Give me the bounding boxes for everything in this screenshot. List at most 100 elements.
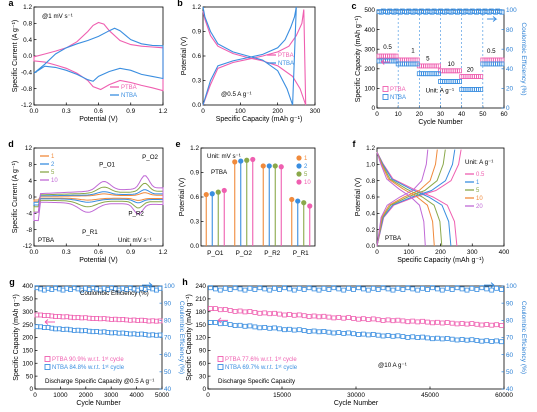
y-tick-label: 8 — [28, 162, 32, 169]
data-point-ptba — [291, 312, 297, 318]
data-point-ntba — [277, 326, 282, 332]
y-tick-label: 200 — [364, 66, 375, 73]
x-tick-label: 0 — [375, 111, 379, 118]
y2-tick-label: 80 — [506, 318, 514, 325]
arrow-right-icon — [142, 282, 153, 289]
y-tick-label: 0 — [28, 194, 32, 201]
footer-label: Discharge Specific Capacity — [218, 378, 296, 385]
y2-tick-label: 100 — [164, 283, 175, 290]
y-tick-label: 1.2 — [190, 145, 199, 152]
x-tick-label: 0 — [33, 392, 37, 399]
y-tick-label: 400 — [22, 283, 33, 290]
rate-label: 20 — [467, 67, 474, 74]
rate-label: @10 A g⁻¹ — [378, 362, 407, 369]
ce-point — [484, 286, 490, 292]
ce-point — [306, 285, 312, 291]
x-axis-label: Potential (V) — [79, 257, 118, 264]
y-tick-label: -12 — [23, 243, 33, 250]
legend-label: PTBA — [278, 53, 294, 59]
rate-label: 1 — [411, 48, 415, 55]
y-tick-label: 100 — [22, 360, 33, 367]
data-point-ntba — [439, 336, 445, 342]
ce-point — [267, 287, 273, 293]
data-point-ntba — [479, 338, 485, 344]
x-tick-label: 40 — [458, 111, 466, 118]
data-point-ntba — [208, 319, 213, 325]
bar-head — [272, 163, 278, 169]
category-label: P_R1 — [293, 250, 309, 257]
y-tick-label: 0.0 — [192, 102, 201, 109]
plot-frame — [202, 6, 316, 106]
peak-label: P_R2 — [128, 210, 144, 217]
ce-point — [291, 287, 297, 293]
panel-letter: d — [8, 139, 14, 149]
y-tick-label: 0.4 — [23, 37, 32, 44]
data-point-ntba — [296, 327, 302, 333]
data-point-ptba — [242, 309, 248, 315]
panel-letter: b — [177, 0, 183, 8]
x-tick-label: 0.3 — [62, 249, 71, 256]
data-point-ntba — [489, 338, 495, 344]
unit-label: Unit: A g⁻¹ — [426, 87, 454, 94]
y2-axis-label: Coulombic Efficiency (%) — [520, 301, 527, 374]
data-point-ptba — [331, 315, 337, 321]
ce-point — [257, 285, 263, 291]
data-point-ntba — [331, 330, 337, 336]
unit-label: Unit: mV s⁻¹ — [207, 153, 241, 160]
data-point-ptba — [469, 321, 475, 327]
data-point-ptba — [420, 318, 426, 324]
data-point-ptba — [484, 322, 490, 327]
data-point-ntba — [454, 337, 460, 343]
unit-label: Unit: mV s⁻¹ — [118, 237, 152, 244]
rate-label: 10 — [448, 61, 455, 68]
data-point-ntba — [434, 335, 440, 341]
data-point-ptba — [479, 322, 485, 328]
series-line-10 — [33, 175, 164, 222]
data-point-ntba — [385, 333, 391, 338]
panel-c: 0 10 20 30 40 50 60010020030040050002040608010… — [351, 1, 527, 126]
y-tick-label: 0.0 — [23, 53, 32, 60]
rate-label: 0.5 — [383, 44, 392, 51]
data-point-ntba — [267, 325, 273, 331]
data-point-ntba — [414, 61, 420, 67]
panel-h: 0 15000 30000 45000 60000 0 30 60 90 120 150 180 210… — [182, 277, 527, 407]
data-point-ntba — [341, 330, 347, 336]
data-point-ptba — [489, 322, 495, 328]
data-point-ptba — [478, 74, 484, 79]
ce-point — [341, 287, 347, 293]
x-tick-label: 3000 — [104, 392, 119, 399]
data-point-ntba — [242, 323, 248, 329]
charge-curve-0.5 — [376, 149, 462, 247]
y2-tick-label: 50 — [506, 369, 514, 376]
data-point-ntba — [430, 336, 435, 342]
x-tick-label: 4000 — [129, 392, 144, 399]
ce-point — [494, 285, 500, 291]
data-point-ptba — [457, 68, 463, 74]
legend-label: 1 — [476, 180, 480, 186]
category-label: P_O2 — [236, 250, 253, 257]
ce-point — [277, 287, 282, 292]
data-point-ptba — [262, 310, 268, 316]
ce-point — [212, 286, 218, 292]
ce-point — [425, 287, 430, 292]
arrow-left-icon — [380, 59, 391, 65]
x-tick-label: 0.6 — [94, 108, 103, 115]
legend-label: 1 — [51, 154, 55, 160]
ce-point — [356, 285, 361, 291]
data-point-ptba — [222, 306, 228, 312]
y-tick-label: 0.4 — [366, 211, 375, 218]
ce-point — [499, 287, 504, 292]
data-point-ntba — [499, 61, 505, 67]
data-point-ntba — [464, 337, 470, 343]
bar-head — [221, 187, 227, 194]
legend-label: 1 — [304, 156, 308, 162]
y-axis-label: Specific Capacity (mAh g⁻¹) — [13, 294, 20, 381]
y2-tick-label: 0 — [506, 105, 510, 112]
bar-head — [209, 191, 215, 197]
y-axis-label: Potential (V) — [355, 178, 362, 217]
data-point-ptba — [365, 317, 371, 322]
bar-head — [244, 157, 250, 163]
ce-point — [454, 285, 460, 291]
ce-point — [360, 286, 366, 292]
discharge-curve-1 — [376, 151, 452, 247]
